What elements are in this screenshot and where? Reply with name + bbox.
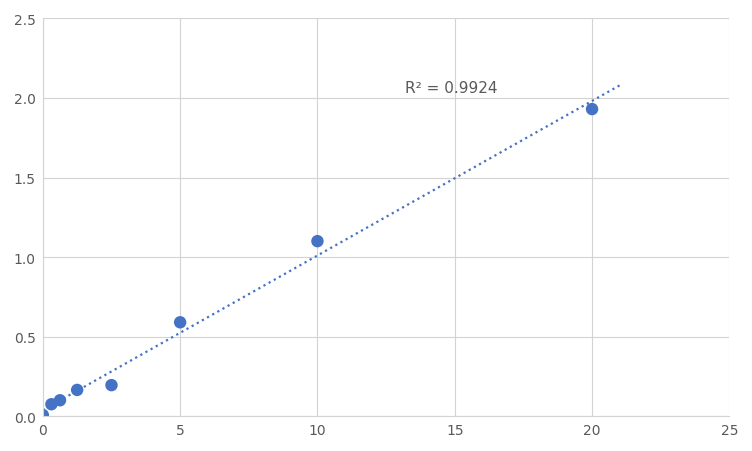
Text: R² = 0.9924: R² = 0.9924 bbox=[405, 80, 498, 95]
Point bbox=[54, 397, 66, 404]
Point bbox=[105, 382, 117, 389]
Point bbox=[586, 106, 598, 114]
Point bbox=[311, 238, 323, 245]
Point bbox=[37, 411, 49, 419]
Point bbox=[71, 387, 83, 394]
Point bbox=[45, 401, 57, 408]
Point bbox=[174, 319, 186, 326]
